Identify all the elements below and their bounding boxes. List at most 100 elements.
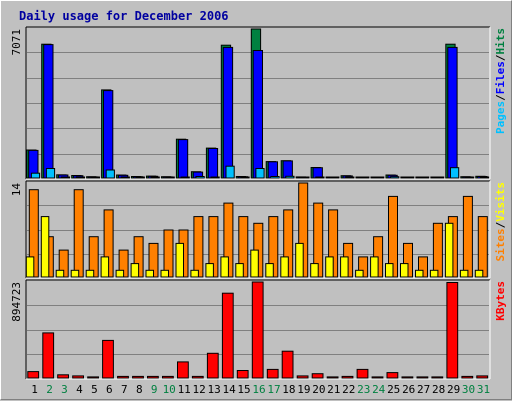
legend-item: Pages xyxy=(494,101,507,134)
bar-pages-day-2 xyxy=(45,168,56,179)
bar-pages-day-30 xyxy=(465,176,475,179)
bar-visits-day-5 xyxy=(85,269,95,278)
bar-pages-day-14 xyxy=(225,165,235,179)
panel-visits-sites: 14 Sites/Visits xyxy=(10,180,507,279)
bar-visits-day-22 xyxy=(340,256,349,278)
x-tick-label: 26 xyxy=(402,383,415,396)
bar-visits-day-2 xyxy=(40,216,50,278)
bar-sites-day-12 xyxy=(193,216,204,278)
bar-kbytes-day-29 xyxy=(446,282,459,379)
bar-kbytes-day-11 xyxy=(177,361,189,379)
bar-files-day-13 xyxy=(207,148,219,179)
bar-pages-day-18 xyxy=(285,175,295,179)
bar-visits-day-20 xyxy=(310,263,319,278)
bar-pages-day-4 xyxy=(75,176,86,179)
legend-item: Visits xyxy=(494,182,507,222)
bar-kbytes-day-12 xyxy=(191,375,204,379)
bar-pages-day-8 xyxy=(135,176,145,179)
x-tick-label: 4 xyxy=(76,383,83,396)
x-tick-label: 29 xyxy=(447,383,460,396)
x-axis-labels: 1 2 3 4 5 6 7 8 9 10 11 12 13 14 15 16 17 18 19 20 21 22 23 24 2… xyxy=(31,383,490,396)
x-tick-label: 22 xyxy=(342,383,355,396)
bar-kbytes-day-16 xyxy=(251,281,264,379)
bar-kbytes-day-13 xyxy=(206,352,219,379)
bar-kbytes-day-14 xyxy=(221,292,234,379)
bar-pages-day-28 xyxy=(435,176,445,179)
bar-kbytes-day-24 xyxy=(371,376,384,379)
bar-kbytes-day-19 xyxy=(296,375,309,379)
panel-legend: KBytes xyxy=(494,281,507,321)
bar-kbytes-day-18 xyxy=(281,350,294,379)
x-tick-label: 3 xyxy=(61,383,68,396)
x-tick-label: 13 xyxy=(207,383,220,396)
legend-item: / xyxy=(494,221,507,228)
bar-kbytes-day-1 xyxy=(27,371,40,379)
legend-item: / xyxy=(494,94,507,101)
bar-pages-day-16 xyxy=(255,168,265,179)
x-tick-label: 5 xyxy=(91,383,98,396)
x-tick-label: 25 xyxy=(387,383,400,396)
bar-pages-day-13 xyxy=(210,176,220,179)
panel-max-label: 894723 xyxy=(10,282,23,322)
bar-visits-day-8 xyxy=(130,263,140,278)
bar-pages-day-15 xyxy=(240,176,250,179)
bar-visits-day-23 xyxy=(355,269,364,278)
bar-pages-day-20 xyxy=(315,176,325,179)
x-tick-label: 16 xyxy=(252,383,265,396)
bar-visits-day-14 xyxy=(220,256,229,278)
x-tick-label: 10 xyxy=(163,383,176,396)
bar-pages-day-9 xyxy=(150,176,160,179)
bar-kbytes-day-27 xyxy=(416,376,429,379)
legend-item: Files xyxy=(494,61,507,94)
bar-kbytes-day-15 xyxy=(236,370,249,379)
x-tick-label: 9 xyxy=(151,383,158,396)
bar-pages-day-27 xyxy=(420,176,430,179)
x-tick-label: 14 xyxy=(222,383,236,396)
bar-visits-day-9 xyxy=(145,269,154,278)
legend-item: Sites xyxy=(494,228,507,261)
bar-kbytes-day-17 xyxy=(266,368,279,379)
bar-kbytes-day-31 xyxy=(476,375,489,379)
x-tick-label: 21 xyxy=(327,383,340,396)
bar-kbytes-day-22 xyxy=(341,375,354,379)
x-tick-label: 17 xyxy=(267,383,280,396)
x-tick-label: 27 xyxy=(417,383,430,396)
x-tick-label: 23 xyxy=(357,383,370,396)
bar-pages-day-12 xyxy=(195,176,205,179)
bar-visits-day-6 xyxy=(100,256,110,278)
bar-pages-day-22 xyxy=(345,176,355,179)
bar-visits-day-29 xyxy=(444,222,454,278)
bar-kbytes-day-6 xyxy=(102,339,114,379)
bar-files-day-2 xyxy=(43,44,54,179)
bar-kbytes-day-20 xyxy=(311,373,324,379)
x-tick-label: 28 xyxy=(432,383,445,396)
bar-kbytes-day-4 xyxy=(72,375,84,379)
bar-kbytes-day-8 xyxy=(132,375,144,379)
bar-sites-day-30 xyxy=(462,195,473,278)
bar-visits-day-4 xyxy=(70,269,80,278)
bar-visits-day-13 xyxy=(205,263,214,278)
bar-pages-day-1 xyxy=(30,172,41,179)
bar-sites-day-31 xyxy=(477,216,488,278)
bar-visits-day-25 xyxy=(385,263,394,278)
bar-kbytes-day-10 xyxy=(162,375,174,379)
bar-visits-day-30 xyxy=(459,269,469,278)
bar-pages-day-17 xyxy=(270,176,280,179)
bar-pages-day-5 xyxy=(90,176,101,179)
bar-pages-day-21 xyxy=(330,176,340,179)
bar-sites-day-4 xyxy=(73,189,84,278)
bar-files-day-18 xyxy=(282,160,293,179)
bar-pages-day-11 xyxy=(180,176,190,179)
panel-max-label: 7071 xyxy=(10,29,23,56)
x-tick-label: 6 xyxy=(106,383,113,396)
bar-pages-day-26 xyxy=(405,176,415,179)
bar-pages-day-6 xyxy=(105,169,115,179)
bar-visits-day-27 xyxy=(415,269,424,278)
bar-visits-day-7 xyxy=(115,269,125,278)
bar-files-day-14 xyxy=(222,46,234,179)
bar-visits-day-10 xyxy=(160,269,169,278)
bar-pages-day-29 xyxy=(450,167,460,179)
